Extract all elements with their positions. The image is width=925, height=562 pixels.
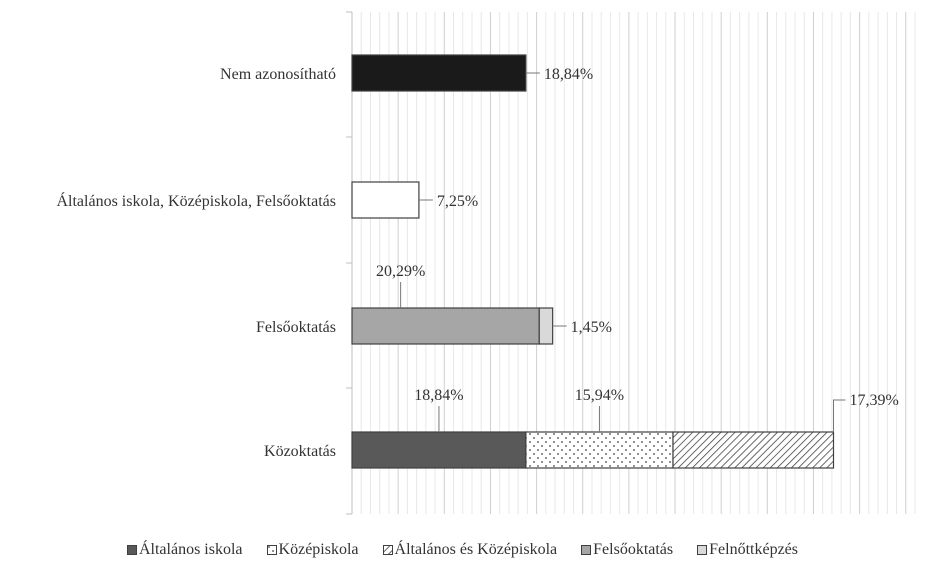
category-label: Nem azonosítható	[220, 66, 336, 83]
legend-label: Középiskola	[278, 541, 359, 558]
data-label: 18,84%	[544, 66, 593, 83]
grid-lines	[360, 12, 916, 514]
leader-line	[833, 399, 846, 432]
legend-swatch	[382, 545, 393, 555]
data-label: 1,45%	[571, 319, 612, 336]
bars	[351, 54, 835, 469]
legend-swatch	[266, 545, 277, 555]
legend-swatch	[697, 545, 708, 555]
category-label: Felsőoktatás	[256, 319, 336, 336]
bar-segment	[538, 307, 554, 345]
legend-item: Felnőttképzés	[697, 541, 798, 559]
legend-label: Általános iskola	[138, 541, 243, 558]
bar-segment	[351, 307, 540, 345]
legend-item: Középiskola	[266, 541, 359, 559]
bar-segment	[672, 431, 835, 469]
legend-item: Felsőoktatás	[581, 541, 673, 559]
category-label: Közoktatás	[264, 443, 336, 460]
bar-segment	[525, 431, 674, 469]
data-label: 20,29%	[376, 263, 425, 280]
category-labels: Nem azonosítható Általános iskola, Középi…	[56, 66, 336, 460]
legend-swatch	[581, 545, 592, 555]
data-label: 18,84%	[414, 387, 463, 404]
category-label: Általános iskola, Középiskola, Felsőokta…	[56, 191, 336, 210]
data-label: 7,25%	[437, 193, 478, 210]
legend-label: Általános és Középiskola	[394, 541, 558, 558]
legend-label: Felsőoktatás	[593, 541, 674, 558]
legend-label: Felnőttképzés	[709, 541, 799, 558]
data-label: 15,94%	[575, 387, 624, 404]
bar	[351, 54, 527, 92]
bar-segment	[351, 431, 527, 469]
data-labels: 18,84% 7,25% 20,29% 1,45% 18,84% 15,94% 17,39%	[376, 66, 899, 432]
category-axis	[346, 11, 353, 515]
data-label: 17,39%	[850, 392, 899, 409]
legend-swatch	[126, 545, 137, 555]
bar	[351, 181, 420, 219]
legend-item: Általános és Középiskola	[382, 541, 558, 559]
legend-item: Általános iskola	[126, 541, 243, 559]
legend: Általános iskola Középiskola Általános és …	[0, 538, 925, 562]
